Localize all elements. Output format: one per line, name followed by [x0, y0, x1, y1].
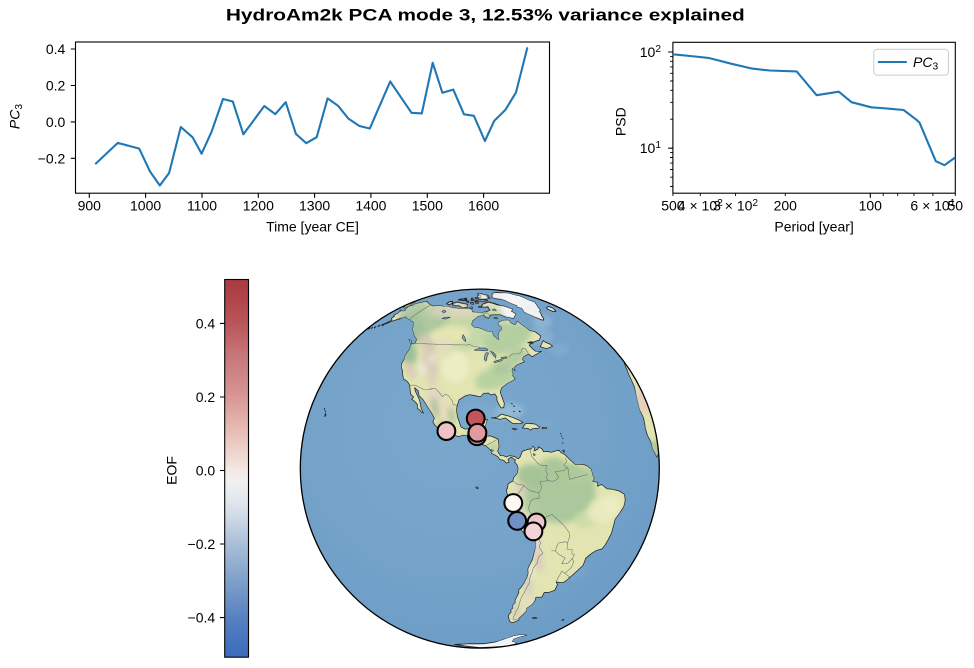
svg-text:1000: 1000: [130, 198, 161, 214]
svg-text:0.0: 0.0: [46, 114, 66, 130]
svg-text:500: 500: [661, 198, 685, 214]
svg-text:1200: 1200: [243, 198, 274, 214]
svg-text:1400: 1400: [355, 198, 386, 214]
svg-text:3 × 102: 3 × 102: [713, 198, 758, 214]
svg-text:Period [year]: Period [year]: [774, 219, 853, 235]
svg-text:50: 50: [948, 198, 964, 214]
svg-text:EOF: EOF: [164, 456, 180, 485]
svg-text:0.2: 0.2: [46, 78, 66, 94]
svg-text:1600: 1600: [468, 198, 499, 214]
svg-text:PSD: PSD: [613, 107, 629, 136]
svg-text:1300: 1300: [299, 198, 330, 214]
svg-text:0.4: 0.4: [196, 315, 216, 331]
svg-text:200: 200: [774, 198, 798, 214]
svg-text:−0.2: −0.2: [38, 150, 66, 166]
svg-text:1500: 1500: [412, 198, 443, 214]
svg-text:0.0: 0.0: [196, 463, 216, 479]
svg-text:HydroAm2k PCA mode 3, 12.53% v: HydroAm2k PCA mode 3, 12.53% variance ex…: [226, 5, 745, 24]
svg-text:4 × 102: 4 × 102: [678, 198, 723, 214]
svg-text:900: 900: [78, 198, 102, 214]
svg-text:PC3: PC3: [913, 54, 938, 73]
svg-text:100: 100: [859, 198, 883, 214]
svg-text:1100: 1100: [187, 198, 217, 214]
svg-text:Time [year CE]: Time [year CE]: [266, 219, 359, 235]
svg-text:6 × 101: 6 × 101: [910, 198, 955, 214]
svg-text:PC3: PC3: [7, 104, 26, 129]
svg-text:−0.2: −0.2: [188, 536, 216, 552]
svg-text:0.4: 0.4: [46, 41, 66, 57]
svg-text:0.2: 0.2: [196, 389, 216, 405]
svg-text:−0.4: −0.4: [188, 610, 216, 626]
